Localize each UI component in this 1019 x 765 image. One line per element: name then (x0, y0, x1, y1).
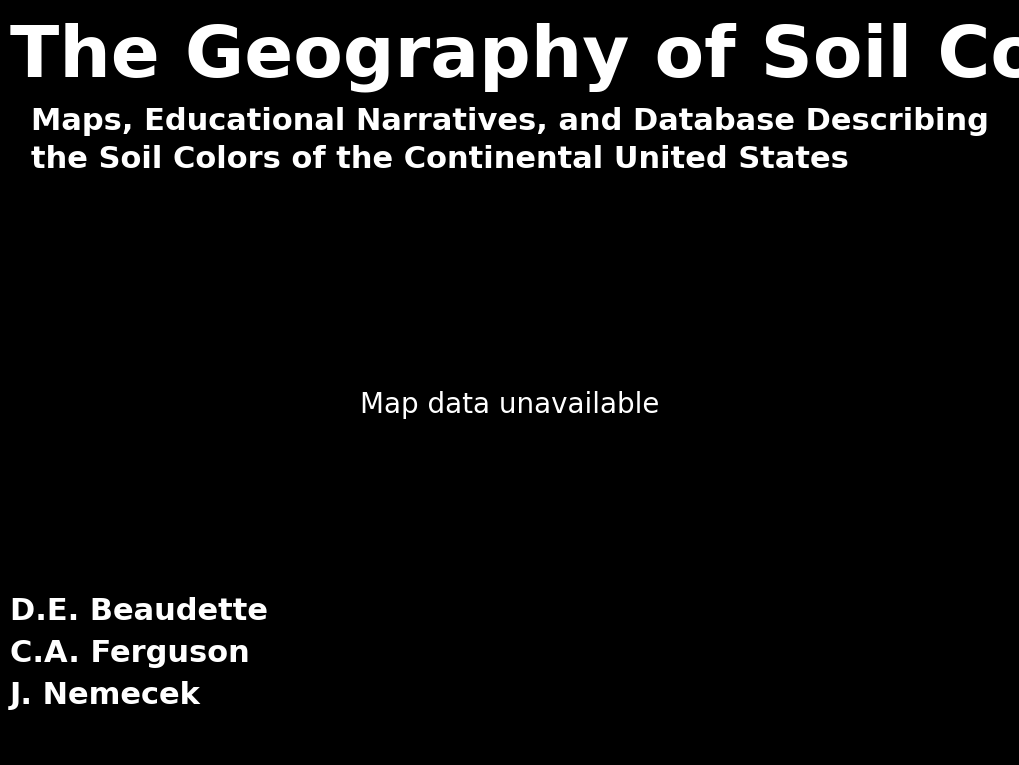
Text: C.A. Ferguson: C.A. Ferguson (10, 639, 250, 668)
Text: Map data unavailable: Map data unavailable (360, 392, 659, 419)
Text: D.E. Beaudette: D.E. Beaudette (10, 597, 268, 626)
Text: J. Nemecek: J. Nemecek (10, 681, 201, 710)
Text: The Geography of Soil Color: The Geography of Soil Color (10, 23, 1019, 93)
Text: Maps, Educational Narratives, and Database Describing
the Soil Colors of the Con: Maps, Educational Narratives, and Databa… (31, 107, 987, 174)
